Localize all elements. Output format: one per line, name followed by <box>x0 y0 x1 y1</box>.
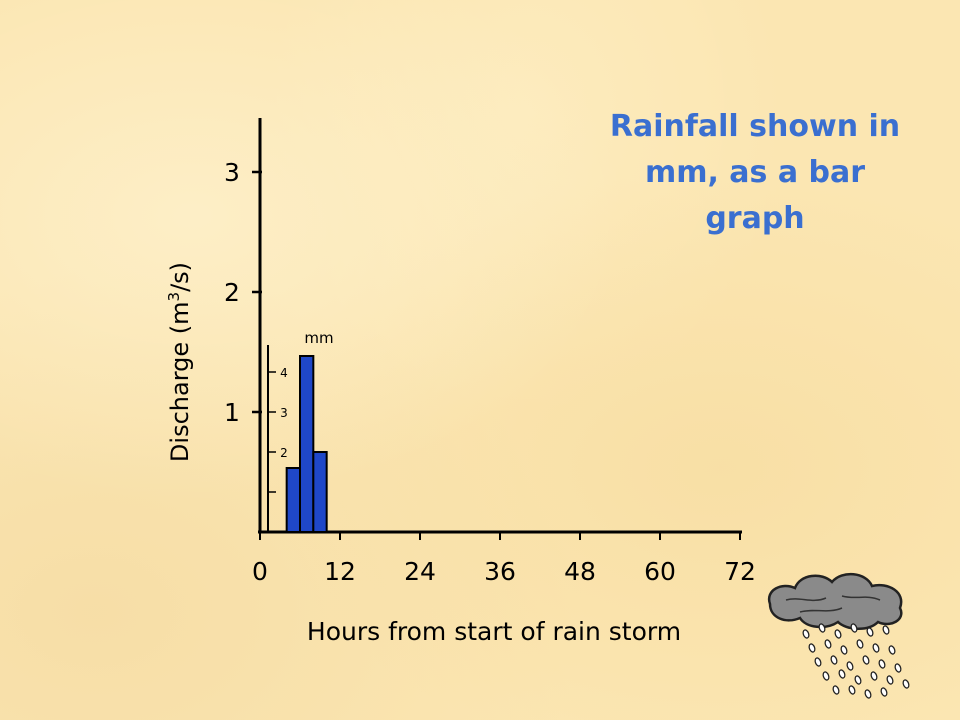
rain-drop <box>870 671 878 681</box>
rain-drop <box>854 675 862 685</box>
rain-drop <box>862 655 870 665</box>
rain-drop <box>802 629 810 639</box>
rain-drop <box>894 663 902 673</box>
rain-drop <box>902 679 910 689</box>
rain-drop <box>856 639 864 649</box>
rain-drop <box>866 627 874 637</box>
rain-drop <box>878 659 886 669</box>
rainfall-bar <box>299 355 315 533</box>
rain-drop <box>864 689 872 699</box>
x-tick-label: 48 <box>564 557 596 586</box>
rain-drop <box>822 671 830 681</box>
rain-drop <box>814 657 822 667</box>
x-tick-label: 72 <box>724 557 756 586</box>
y-tick-label: 3 <box>224 158 240 187</box>
rain-drop <box>882 625 890 635</box>
rainfall-bar <box>285 467 301 533</box>
rain-drop <box>848 685 856 695</box>
rain-drop <box>888 645 896 655</box>
x-tick-label: 0 <box>252 557 268 586</box>
chart-title: Rainfall shown in mm, as a bar graph <box>609 109 901 236</box>
x-tick-label: 12 <box>324 557 356 586</box>
rain-drop <box>834 629 842 639</box>
rainfall-bar <box>312 451 328 533</box>
rain-drop <box>872 643 880 653</box>
rain-drop <box>846 661 854 671</box>
y-tick-label: 2 <box>224 278 240 307</box>
rainfall-tick-label: 2 <box>280 446 288 460</box>
rain-drop <box>832 685 840 695</box>
x-axis-label: Hours from start of rain storm <box>307 617 681 646</box>
rain-drop <box>850 623 858 633</box>
rain-drop <box>830 655 838 665</box>
rain-cloud-icon <box>767 573 910 699</box>
rainfall-tick-label: 3 <box>280 406 288 420</box>
x-tick-label: 60 <box>644 557 676 586</box>
rain-drop <box>824 639 832 649</box>
rain-drop <box>808 643 816 653</box>
x-tick-label: 24 <box>404 557 436 586</box>
rain-drop <box>838 669 846 679</box>
rain-drop <box>818 623 826 633</box>
rain-drop <box>880 687 888 697</box>
rainfall-unit-label: mm <box>304 329 333 347</box>
rainfall-tick-label: 4 <box>280 366 288 380</box>
x-tick-label: 36 <box>484 557 516 586</box>
rain-drop <box>840 645 848 655</box>
rain-drop <box>886 675 894 685</box>
y-axis-label: Discharge (m3/s) <box>165 262 194 462</box>
y-tick-label: 1 <box>224 398 240 427</box>
